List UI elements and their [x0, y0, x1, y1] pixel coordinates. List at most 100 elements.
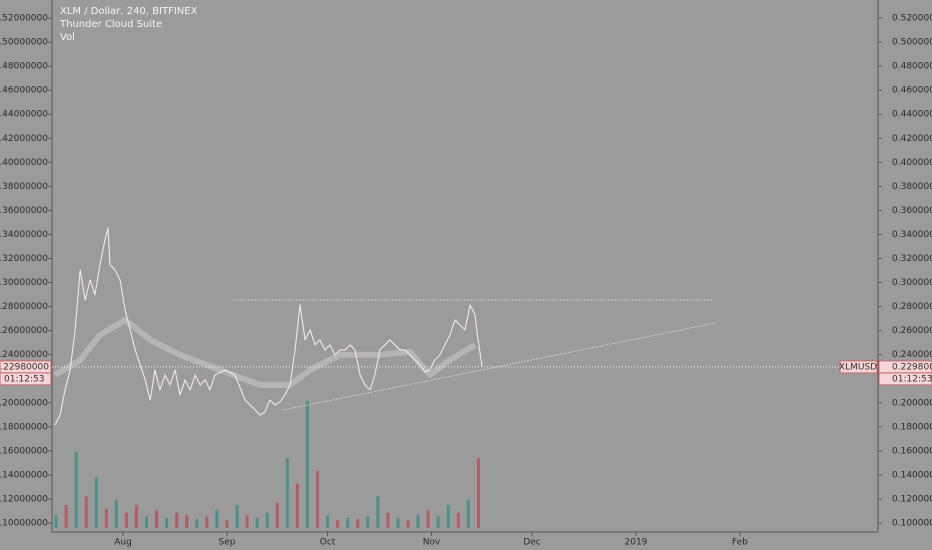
volume-bar [185, 515, 189, 528]
volume-bar [145, 516, 149, 528]
y-tick-label-left: 0.20000000 [0, 398, 48, 408]
y-tick-label-left: 0.48000000 [0, 62, 48, 72]
legend-volume: Vol [60, 32, 75, 43]
countdown-label-left: 01:12:53 [4, 374, 44, 384]
y-tick-label-right: 0.28000000 [892, 302, 932, 312]
y-tick-label-right: 0.20000000 [892, 398, 932, 408]
volume-bar [446, 505, 450, 528]
volume-bar [155, 510, 159, 528]
legend-symbol: XLM / Dollar, 240, BITFINEX [60, 6, 198, 17]
volume-bar [215, 510, 219, 528]
x-tick-label: Feb [732, 538, 748, 548]
volume-bar [175, 512, 179, 528]
price-line [54, 227, 483, 426]
volume-bar [104, 508, 108, 528]
y-tick-label-right: 0.12000000 [892, 494, 932, 504]
volume-bar [326, 515, 330, 528]
y-tick-label-left: 0.44000000 [0, 110, 48, 120]
volume-bar [386, 512, 390, 528]
y-tick-label-left: 0.14000000 [0, 470, 48, 480]
volume-bar [456, 512, 460, 528]
y-tick-label-left: 0.28000000 [0, 302, 48, 312]
x-tick-label: Dec [523, 538, 540, 548]
y-tick-label-left: 0.38000000 [0, 182, 48, 192]
y-tick-label-left: 0.50000000 [0, 38, 48, 48]
y-tick-label-right: 0.32000000 [892, 254, 932, 264]
y-tick-label-left: 0.12000000 [0, 494, 48, 504]
volume-bar [285, 458, 289, 528]
y-tick-label-right: 0.46000000 [892, 86, 932, 96]
y-tick-label-right: 0.48000000 [892, 62, 932, 72]
y-tick-label-left: 0.46000000 [0, 86, 48, 96]
y-tick-label-left: 0.30000000 [0, 278, 48, 288]
y-tick-label-left: 0.40000000 [0, 158, 48, 168]
volume-bar [235, 505, 239, 528]
symbol-label: XLMUSD [839, 362, 877, 372]
volume-bar [54, 515, 58, 528]
x-tick-label: Sep [219, 538, 236, 548]
y-tick-label-left: 0.52000000 [0, 14, 48, 24]
volume-bar [134, 505, 138, 528]
x-tick-label: Aug [114, 538, 132, 548]
volume-bar [316, 470, 319, 528]
volume-bar [64, 505, 68, 528]
volume-bar [346, 517, 350, 528]
y-tick-label-right: 0.50000000 [892, 38, 932, 48]
y-tick-label-left: 0.18000000 [0, 422, 48, 432]
y-tick-label-left: 0.34000000 [0, 230, 48, 240]
volume-bar [416, 515, 420, 528]
volume-bar [74, 451, 78, 528]
y-tick-label-right: 0.16000000 [892, 446, 932, 456]
volume-bar [426, 510, 430, 528]
y-tick-label-left: 0.42000000 [0, 134, 48, 144]
volume-bar [84, 496, 88, 528]
legend-indicator: Thunder Cloud Suite [59, 19, 162, 30]
y-tick-label-right: 0.10000000 [892, 518, 932, 528]
volume-bar [275, 502, 279, 528]
y-tick-label-left: 0.36000000 [0, 206, 48, 216]
volume-bar [255, 517, 259, 528]
y-tick-label-right: 0.18000000 [892, 422, 932, 432]
y-tick-label-left: 0.16000000 [0, 446, 48, 456]
y-tick-label-right: 0.24000000 [892, 350, 932, 360]
volume-bar [195, 519, 199, 528]
cloud-line [53, 316, 477, 388]
y-tick-label-right: 0.14000000 [892, 470, 932, 480]
y-tick-label-right: 0.44000000 [892, 110, 932, 120]
volume-bar [336, 520, 340, 528]
volume-bar [406, 520, 410, 528]
countdown-label-right: 01:12:53 [892, 374, 932, 384]
last-price-label-right: 0.22980000 [892, 362, 932, 372]
x-tick-label: Nov [423, 538, 441, 548]
countdown-tag-left [0, 372, 52, 386]
volume-bar [476, 458, 480, 528]
y-tick-label-right: 0.42000000 [892, 134, 932, 144]
volume-bar [114, 500, 118, 528]
y-tick-label-left: 0.32000000 [0, 254, 48, 264]
volume-bar [225, 520, 229, 528]
y-tick-label-left: 0.10000000 [0, 518, 48, 528]
volume-bar [305, 401, 309, 528]
volume-bar [94, 477, 98, 528]
y-tick-label-right: 0.30000000 [892, 278, 932, 288]
y-tick-label-right: 0.38000000 [892, 182, 932, 192]
x-tick-label: 2019 [625, 538, 648, 548]
volume-bar [396, 517, 400, 528]
y-tick-label-right: 0.52000000 [892, 14, 932, 24]
y-tick-label-left: 0.26000000 [0, 326, 48, 336]
y-tick-label-right: 0.36000000 [892, 206, 932, 216]
volume-bar [295, 483, 299, 528]
volume-bar [124, 512, 128, 528]
symbol-tag [839, 360, 878, 374]
volume-bar [265, 512, 269, 528]
volume-bar [466, 500, 470, 528]
volume-bar [356, 519, 360, 528]
volume-bar [205, 516, 209, 528]
volume-bar [245, 515, 249, 528]
y-tick-label-left: 0.24000000 [0, 350, 48, 360]
x-tick-label: Oct [320, 538, 336, 548]
y-tick-label-right: 0.40000000 [892, 158, 932, 168]
volume-bar [376, 496, 380, 528]
